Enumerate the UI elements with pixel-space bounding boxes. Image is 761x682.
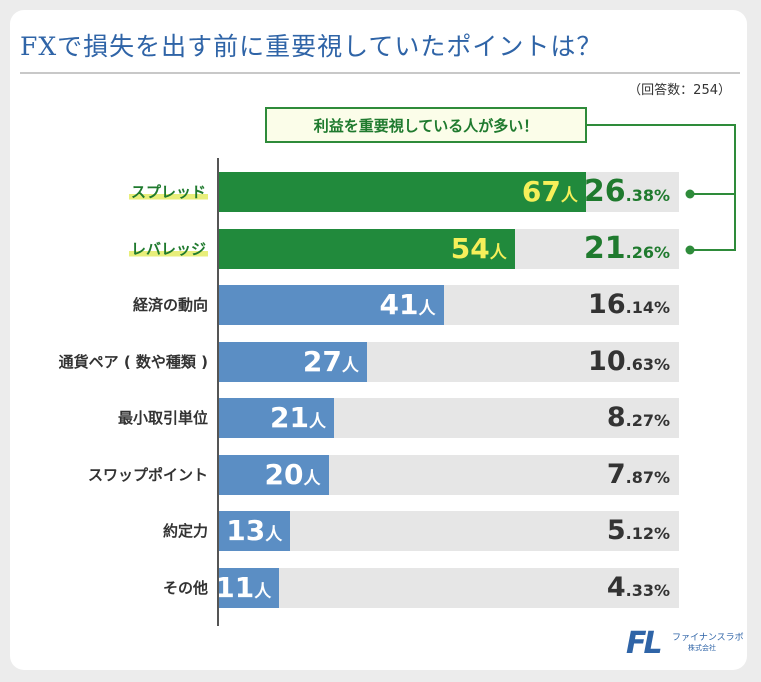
count-unit: 人	[560, 186, 578, 206]
percent-dec: .26%	[625, 242, 670, 262]
count-unit: 人	[489, 242, 507, 263]
bar-row: スワップポイント 20人 7.87%	[0, 454, 761, 495]
category-label: レバレッジ	[128, 229, 208, 269]
count-label: 11人	[159, 568, 271, 608]
count-value: 54	[450, 231, 490, 265]
category-label: 最小取引単位	[118, 398, 208, 438]
bar-row: レバレッジ 54人 21.26%	[0, 228, 761, 269]
bar-row: 通貨ペア ( 数や種類 ) 27人 10.63%	[0, 341, 761, 382]
category-label: 通貨ペア ( 数や種類 )	[59, 342, 208, 382]
count-label: 13人	[170, 511, 282, 551]
logo-name: ファイナンスラボ	[672, 633, 744, 643]
bar-row: 約定力 13人 5.12%	[0, 511, 761, 551]
count-value: 21	[270, 401, 309, 434]
count-value: 27	[302, 344, 342, 378]
category-label-text: スプレッド	[128, 183, 208, 201]
count-unit: 人	[265, 525, 283, 545]
percent-label: 5.12%	[607, 511, 670, 551]
count-unit: 人	[418, 299, 436, 319]
percent-label: 10.63%	[588, 342, 670, 382]
percent-int: 26	[583, 174, 626, 209]
bar-track	[219, 567, 679, 608]
percent-label: 26.38%	[584, 172, 670, 212]
category-label-text: レバレッジ	[128, 239, 208, 258]
count-value: 13	[226, 514, 266, 547]
count-value: 11	[215, 570, 255, 604]
percent-dec: .14%	[625, 298, 670, 317]
percent-int: 7	[606, 458, 626, 490]
bar	[219, 228, 515, 269]
bar-row: 最小取引単位 21人 8.27%	[0, 398, 761, 438]
category-label-text: 約定力	[162, 522, 208, 540]
percent-label: 16.14%	[588, 285, 670, 325]
bar-row: 経済の動向 41人 16.14%	[0, 285, 761, 325]
count-unit: 人	[309, 412, 326, 432]
percent-int: 21	[583, 230, 626, 266]
category-label: スワップポイント	[88, 455, 208, 495]
bar	[219, 172, 586, 212]
bar-row: スプレッド 67人 26.38%	[0, 172, 761, 212]
percent-label: 4.33%	[607, 568, 670, 608]
percent-label: 21.26%	[584, 229, 670, 269]
bar	[219, 511, 291, 551]
logo-mark: FL	[626, 626, 663, 661]
bar	[219, 567, 280, 608]
bar	[219, 454, 329, 495]
percent-label: 8.27%	[607, 398, 670, 438]
category-label-text: その他	[162, 578, 208, 597]
insight-callout: 利益を重要視している人が多い！	[265, 107, 587, 143]
chart-title: FXで損失を出す前に重要視していたポイントは？	[20, 32, 603, 61]
count-value: 20	[264, 457, 304, 491]
percent-int: 5	[606, 515, 626, 546]
count-unit: 人	[341, 355, 359, 376]
percent-int: 4	[606, 571, 626, 603]
logo-sub: 株式会社	[688, 644, 716, 652]
bar	[219, 398, 334, 438]
count-label: 54人	[395, 229, 507, 269]
company-logo: FL ファイナンスラボ 株式会社	[626, 626, 746, 662]
connector-dot-2	[685, 245, 695, 255]
title-divider	[20, 72, 740, 74]
percent-dec: .63%	[625, 354, 670, 374]
count-label: 67人	[466, 172, 578, 212]
count-label: 21人	[214, 398, 326, 438]
y-axis-line	[217, 158, 219, 626]
percent-dec: .27%	[625, 411, 670, 430]
bar	[219, 285, 444, 325]
category-label: 経済の動向	[133, 285, 208, 325]
percent-int: 16	[588, 289, 626, 320]
percent-label: 7.87%	[607, 455, 670, 495]
category-label-text: 通貨ペア ( 数や種類 )	[58, 352, 208, 371]
percent-dec: .87%	[625, 467, 670, 487]
count-label: 20人	[209, 455, 321, 495]
category-label: その他	[163, 568, 208, 608]
count-label: 41人	[324, 285, 436, 325]
respondent-count: （回答数：254）	[628, 83, 731, 98]
count-value: 67	[521, 175, 561, 208]
percent-int: 8	[606, 402, 626, 433]
bar	[219, 341, 367, 382]
bar-row: その他 11人 4.33%	[0, 567, 761, 608]
category-label-text: 最小取引単位	[117, 409, 208, 427]
category-label-text: 経済の動向	[132, 296, 208, 314]
count-value: 41	[379, 288, 419, 321]
category-label: 約定力	[163, 511, 208, 551]
callout-connector-line	[587, 124, 736, 251]
percent-dec: .38%	[625, 186, 670, 205]
percent-dec: .33%	[625, 580, 670, 600]
percent-int: 10	[588, 345, 626, 377]
count-unit: 人	[303, 468, 321, 489]
connector-dot-1	[685, 189, 695, 199]
count-unit: 人	[254, 581, 272, 602]
category-label-text: スワップポイント	[87, 465, 208, 484]
category-label: スプレッド	[128, 172, 208, 212]
count-label: 27人	[247, 342, 359, 382]
bar-track	[219, 511, 679, 551]
percent-dec: .12%	[625, 524, 670, 543]
